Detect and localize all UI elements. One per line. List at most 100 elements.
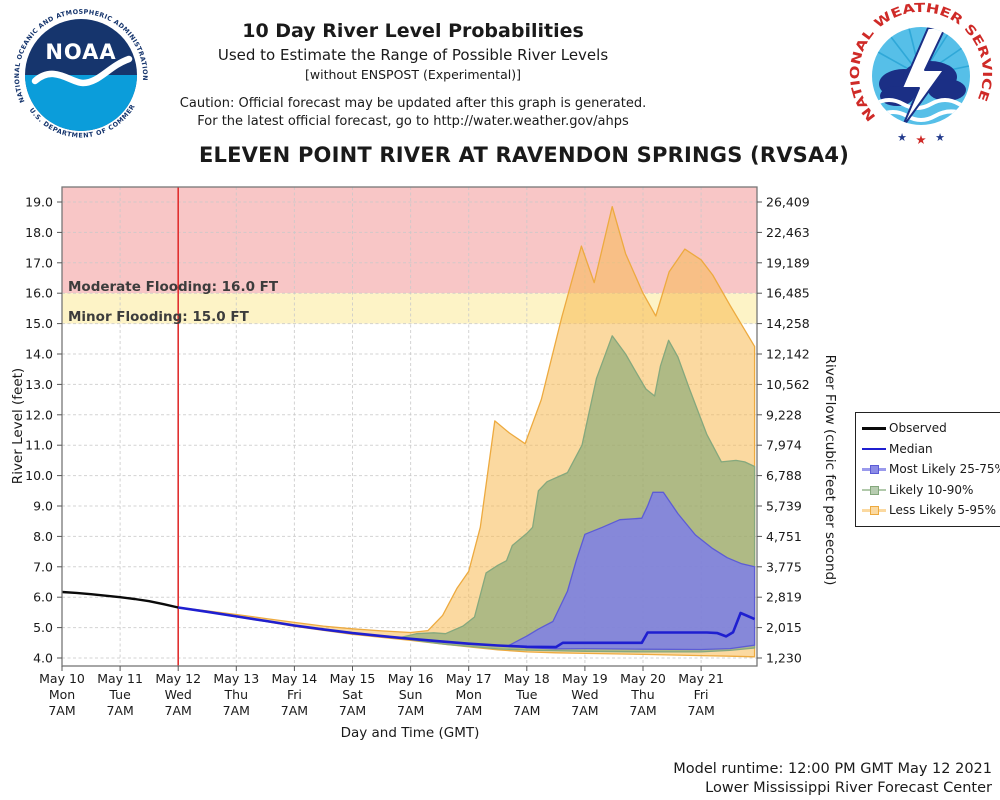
x-tick-time: 7AM (223, 703, 250, 718)
legend-line-swatch (862, 443, 886, 455)
x-tick-date: May 19 (562, 671, 608, 686)
legend-item-label: Most Likely 25-75% (889, 462, 1000, 477)
x-tick-dow: Sat (342, 687, 363, 702)
noaa-seagull-icon (31, 55, 133, 87)
median-line (178, 606, 756, 649)
x-tick-time: 7AM (687, 703, 714, 718)
right-tick-label: 19,189 (766, 255, 810, 270)
x-tick-dow: Wed (571, 687, 598, 702)
legend-item: Median (862, 439, 996, 460)
noaa-ocean (25, 75, 137, 131)
x-tick-date: May 15 (330, 671, 376, 686)
noaa-acronym: NOAA (45, 40, 116, 64)
x-tick-time: 7AM (106, 703, 133, 718)
right-tick-label: 22,463 (766, 225, 810, 240)
moderate-flooding-label: Moderate Flooding: 16.0 FT (68, 279, 279, 295)
x-tick-time: 7AM (281, 703, 308, 718)
nws-star-center: ★ (915, 132, 926, 147)
right-tick-label: 6,788 (766, 468, 802, 483)
right-tick-label: 3,775 (766, 559, 802, 574)
nws-star-left: ★ (897, 131, 907, 144)
left-tick-label: 13.0 (25, 377, 53, 392)
left-tick-label: 5.0 (33, 620, 53, 635)
x-tick-time: 7AM (455, 703, 482, 718)
left-tick-label: 17.0 (25, 255, 53, 270)
band-25-75 (508, 491, 756, 651)
x-tick-dow: Tue (108, 687, 131, 702)
legend-item: Observed (862, 418, 996, 439)
x-tick-date: May 18 (504, 671, 550, 686)
x-tick-dow: Thu (630, 687, 654, 702)
observed-line (61, 590, 179, 609)
x-tick-time: 7AM (513, 703, 540, 718)
x-tick-date: May 16 (388, 671, 434, 686)
x-tick-time: 7AM (339, 703, 366, 718)
x-tick-dow: Mon (456, 687, 482, 702)
legend-band-swatch (862, 463, 886, 475)
legend-band-swatch (862, 484, 886, 496)
y-axis-left-title: River Level (feet) (10, 368, 26, 484)
right-tick-label: 12,142 (766, 347, 810, 362)
nws-logo: NATIONAL WEATHER SERVICE ★ ★ ★ (847, 0, 995, 147)
nws-star-right: ★ (935, 131, 945, 144)
noaa-logo: NOAA NATIONAL OCEANIC AND ATMOSPHERIC AD… (8, 2, 152, 146)
x-tick-dow: Tue (515, 687, 538, 702)
x-tick-dow: Fri (694, 687, 709, 702)
left-tick-label: 12.0 (25, 407, 53, 422)
legend-item-label: Likely 10-90% (889, 482, 974, 497)
minor-flooding-label: Minor Flooding: 15.0 FT (68, 309, 250, 325)
x-tick-dow: Sun (399, 687, 423, 702)
y-axis-right-title: River Flow (cubic feet per second) (822, 355, 838, 586)
right-tick-label: 9,228 (766, 407, 802, 422)
nws-art (874, 27, 970, 125)
left-tick-label: 18.0 (25, 225, 53, 240)
x-tick-date: May 17 (446, 671, 492, 686)
station-title: ELEVEN POINT RIVER AT RAVENDON SPRINGS (… (199, 143, 850, 167)
left-tick-label: 8.0 (33, 529, 53, 544)
left-tick-label: 9.0 (33, 499, 53, 514)
forecast-center: Lower Mississippi River Forecast Center (705, 779, 992, 796)
left-tick-label: 19.0 (25, 195, 53, 210)
x-tick-dow: Thu (224, 687, 248, 702)
legend-item-label: Median (889, 441, 933, 456)
x-tick-time: 7AM (571, 703, 598, 718)
legend-item-label: Observed (889, 421, 947, 436)
chart-legend: Observed Median Most Likely 25-75% Likely 1… (855, 412, 1000, 527)
x-tick-date: May 14 (272, 671, 318, 686)
legend-line-swatch (862, 422, 886, 434)
x-tick-dow: Wed (165, 687, 192, 702)
legend-item: Likely 10-90% (862, 480, 996, 501)
caution-line-2: For the latest official forecast, go to … (197, 114, 629, 129)
left-tick-label: 16.0 (25, 286, 53, 301)
page-subtitle: Used to Estimate the Range of Possible R… (217, 46, 609, 64)
legend-item-label: Less Likely 5-95% (889, 503, 996, 518)
left-tick-label: 4.0 (33, 651, 53, 666)
right-tick-label: 7,974 (766, 438, 802, 453)
x-tick-date: May 11 (97, 671, 143, 686)
axis-frame (61, 186, 758, 667)
right-tick-label: 1,230 (766, 651, 802, 666)
x-tick-dow: Mon (49, 687, 75, 702)
right-tick-label: 26,409 (766, 195, 810, 210)
left-tick-label: 10.0 (25, 468, 53, 483)
x-tick-date: May 12 (155, 671, 201, 686)
x-tick-time: 7AM (397, 703, 424, 718)
right-tick-label: 10,562 (766, 377, 810, 392)
right-tick-label: 2,015 (766, 620, 802, 635)
x-tick-date: May 10 (39, 671, 85, 686)
left-tick-label: 7.0 (33, 559, 53, 574)
left-tick-label: 11.0 (25, 438, 53, 453)
x-tick-time: 7AM (165, 703, 192, 718)
model-runtime: Model runtime: 12:00 PM GMT May 12 2021 (673, 761, 992, 777)
x-tick-date: May 13 (213, 671, 259, 686)
left-tick-label: 14.0 (25, 347, 53, 362)
flood-zone-moderate (62, 187, 757, 294)
nws-lightning-icon (901, 27, 946, 125)
x-tick-time: 7AM (629, 703, 656, 718)
experimental-note: [without ENSPOST (Experimental)] (305, 67, 521, 82)
footer: Model runtime: 12:00 PM GMT May 12 2021 … (673, 760, 992, 797)
caution-line-1: Caution: Official forecast may be update… (179, 96, 647, 111)
right-tick-label: 5,739 (766, 499, 802, 514)
